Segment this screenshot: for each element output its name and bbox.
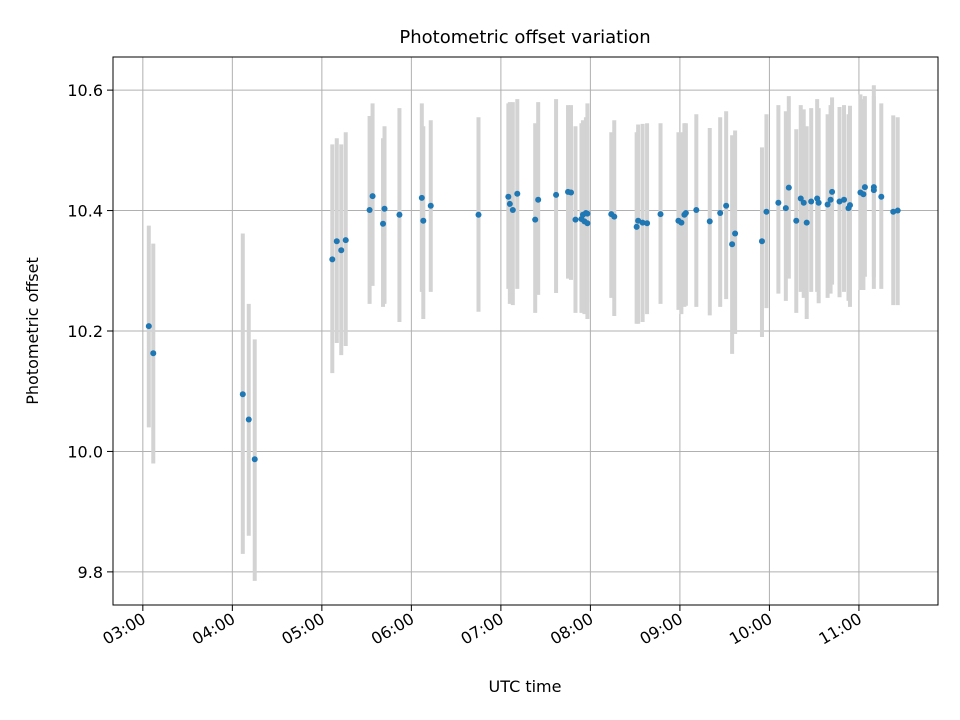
data-point bbox=[418, 194, 425, 201]
x-tick-label: 08:00 bbox=[547, 609, 596, 649]
data-points bbox=[145, 184, 901, 463]
data-point bbox=[657, 211, 664, 218]
data-point bbox=[505, 193, 512, 200]
data-point bbox=[369, 193, 376, 200]
data-point bbox=[775, 199, 782, 206]
data-point bbox=[584, 210, 591, 217]
data-point bbox=[475, 211, 482, 218]
x-tick-label: 09:00 bbox=[636, 609, 685, 649]
y-axis-ticks: 9.8 10.0 10.2 10.4 10.6 bbox=[67, 81, 113, 582]
data-point bbox=[396, 211, 403, 218]
data-point bbox=[427, 202, 434, 209]
data-point bbox=[732, 230, 739, 237]
data-point bbox=[803, 219, 810, 226]
data-point bbox=[782, 205, 789, 212]
data-point bbox=[841, 196, 848, 203]
data-point bbox=[785, 184, 792, 191]
data-point bbox=[150, 350, 157, 357]
data-point bbox=[584, 220, 591, 227]
data-point bbox=[723, 202, 730, 209]
data-point bbox=[611, 213, 618, 220]
grid-lines bbox=[113, 57, 938, 605]
y-tick-label: 10.4 bbox=[67, 202, 103, 221]
x-axis-ticks: 03:00 04:00 05:00 06:00 07:00 08:00 09:00 10:00… bbox=[99, 605, 865, 649]
y-tick-label: 9.8 bbox=[78, 563, 103, 582]
x-tick-label: 07:00 bbox=[457, 609, 506, 649]
data-point bbox=[808, 198, 815, 205]
data-point bbox=[797, 195, 804, 202]
data-point bbox=[535, 196, 542, 203]
data-point bbox=[366, 206, 373, 213]
y-axis-label: Photometric offset bbox=[23, 257, 42, 405]
data-point bbox=[420, 217, 427, 224]
data-point bbox=[758, 238, 765, 245]
data-point bbox=[568, 189, 575, 196]
data-point bbox=[793, 217, 800, 224]
data-point bbox=[380, 220, 387, 227]
x-tick-label: 05:00 bbox=[278, 609, 327, 649]
x-tick-label: 06:00 bbox=[368, 609, 417, 649]
data-point bbox=[532, 216, 539, 223]
data-point bbox=[682, 209, 689, 216]
chart-title: Photometric offset variation bbox=[399, 27, 650, 48]
data-point bbox=[763, 208, 770, 215]
data-point bbox=[514, 190, 521, 197]
x-tick-label: 03:00 bbox=[99, 609, 148, 649]
data-point bbox=[572, 216, 579, 223]
data-point bbox=[342, 237, 349, 244]
data-point bbox=[553, 191, 560, 198]
data-point bbox=[251, 456, 258, 463]
data-point bbox=[693, 206, 700, 213]
data-point bbox=[506, 200, 513, 207]
data-point bbox=[846, 202, 853, 209]
x-axis-label: UTC time bbox=[489, 677, 562, 696]
data-point bbox=[509, 206, 516, 213]
data-point bbox=[827, 196, 834, 203]
data-point bbox=[633, 223, 640, 230]
data-point bbox=[861, 184, 868, 191]
data-point bbox=[329, 256, 336, 263]
y-tick-label: 10.2 bbox=[67, 322, 103, 341]
data-point bbox=[800, 199, 807, 206]
data-point bbox=[729, 241, 736, 248]
data-point bbox=[860, 191, 867, 198]
data-point bbox=[245, 416, 252, 423]
data-point bbox=[894, 207, 901, 214]
y-tick-label: 10.6 bbox=[67, 81, 103, 100]
data-point bbox=[829, 188, 836, 195]
data-point bbox=[824, 201, 831, 208]
data-point bbox=[878, 193, 885, 200]
data-point bbox=[644, 220, 651, 227]
data-point bbox=[815, 199, 822, 206]
data-point bbox=[870, 187, 877, 194]
x-tick-label: 04:00 bbox=[189, 609, 238, 649]
data-point bbox=[678, 219, 685, 226]
data-point bbox=[639, 219, 646, 226]
data-point bbox=[338, 247, 345, 254]
data-point bbox=[239, 391, 246, 398]
data-point bbox=[717, 209, 724, 216]
x-tick-label: 10:00 bbox=[726, 609, 775, 649]
x-tick-label: 11:00 bbox=[815, 609, 864, 649]
data-point bbox=[706, 218, 713, 225]
data-point bbox=[381, 205, 388, 212]
data-point bbox=[145, 323, 152, 330]
error-bars bbox=[146, 85, 900, 581]
y-tick-label: 10.0 bbox=[67, 442, 103, 461]
data-point bbox=[333, 238, 340, 245]
